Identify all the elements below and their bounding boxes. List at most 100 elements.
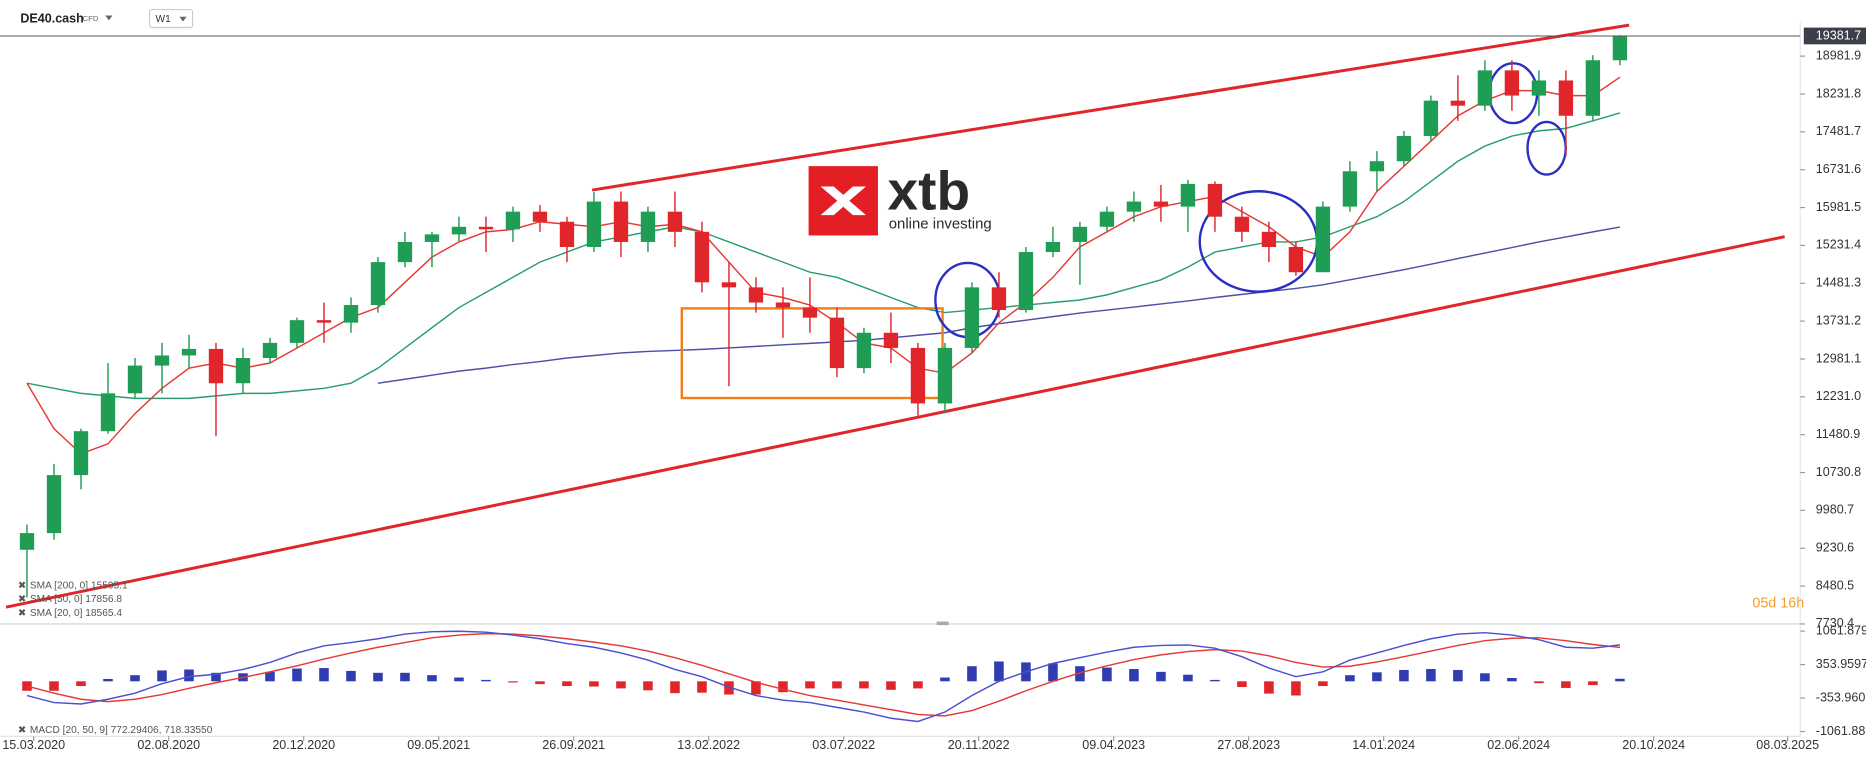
histogram-bar (1507, 678, 1517, 682)
histogram-bar (967, 666, 977, 682)
candle-body (613, 201, 629, 242)
candle-body (1315, 206, 1331, 273)
histogram-bar (1291, 681, 1301, 696)
histogram-bar (1048, 663, 1058, 682)
legend-icon: ✖ (18, 725, 27, 736)
histogram-bar (751, 681, 761, 695)
histogram-bar (427, 675, 437, 682)
legend-label: SMA [50, 0] 17856.8 (30, 594, 122, 605)
histogram-bar (292, 668, 302, 682)
macd-legend: MACD [20, 50, 9] 772.29406, 718.33550 (30, 725, 213, 736)
x-tick-label: 15.03.2020 (2, 738, 65, 752)
candle-body (532, 211, 548, 222)
instrument-type: CFD (83, 14, 99, 23)
candle-body (1153, 201, 1169, 207)
candle-body (694, 231, 710, 283)
y-tick-label: 1061.879 (1816, 623, 1866, 637)
x-tick-label: 20.10.2024 (1622, 738, 1685, 752)
y-tick-label: -353.960 (1816, 690, 1866, 704)
candle-body (100, 393, 116, 432)
candle-body (1585, 60, 1601, 116)
symbol[interactable]: DE40.cash (20, 11, 84, 25)
candle-body (73, 431, 89, 476)
histogram-bar (1210, 679, 1220, 682)
pane-handle[interactable] (936, 621, 949, 626)
candle-body (208, 348, 224, 384)
x-tick-label: 20.12.2020 (272, 738, 335, 752)
logo: xtb online investing (808, 159, 992, 236)
histogram-bar (1156, 671, 1166, 682)
candle-body (856, 332, 872, 369)
histogram-bar (481, 679, 491, 682)
histogram-bar (184, 669, 194, 682)
y-tick-label: 13731.2 (1816, 313, 1861, 327)
y-tick-label: 7730.4 (1816, 616, 1854, 630)
indicator-line (26, 76, 1621, 455)
candle-body (1531, 80, 1547, 96)
histogram-bar (49, 681, 59, 691)
y-tick-label: 15981.5 (1816, 200, 1861, 214)
histogram-bar (1534, 681, 1544, 684)
plot-layer (26, 76, 1621, 455)
histogram-bar (913, 681, 923, 689)
candle-body (1369, 161, 1385, 172)
candle-body (1018, 252, 1034, 311)
y-tick-label: 9980.7 (1816, 503, 1854, 517)
histogram-bar (859, 681, 869, 689)
histogram-bar (346, 670, 356, 682)
legend-icon: ✖ (18, 594, 27, 605)
x-tick-label: 08.03.2025 (1756, 738, 1819, 752)
candle-body (1045, 241, 1061, 253)
candle-body (964, 287, 980, 348)
histogram-bar (1399, 669, 1409, 682)
histogram-bar (22, 681, 32, 691)
histogram-bar (886, 681, 896, 690)
candle-body (1072, 226, 1088, 242)
y-tick-label: 12981.1 (1816, 351, 1861, 365)
histogram-bar (994, 661, 1004, 682)
timeframe[interactable]: W1 (156, 14, 172, 25)
y-tick-label: 18231.8 (1816, 86, 1861, 100)
histogram-bar (373, 672, 383, 682)
candle-body (1126, 201, 1142, 212)
histogram-bar (1318, 681, 1328, 687)
candle-body (343, 305, 359, 323)
logo-brand: xtb (888, 159, 971, 221)
y-tick-label: 18981.9 (1816, 48, 1861, 62)
candle-body (829, 317, 845, 369)
histogram-bar (940, 677, 950, 682)
histogram-bar (1426, 669, 1436, 682)
histogram-bar (1588, 681, 1598, 686)
dropdown-arrow[interactable] (179, 16, 187, 22)
candle-body (289, 320, 305, 343)
x-tick-label: 27.08.2023 (1217, 738, 1280, 752)
dropdown-arrow[interactable] (105, 15, 113, 21)
y-tick-label: 8480.5 (1816, 578, 1854, 592)
y-tick-label: 17481.7 (1816, 124, 1861, 138)
histogram-bar (265, 671, 275, 682)
x-tick-label: 02.08.2020 (137, 738, 200, 752)
x-tick-label: 20.11.2022 (948, 738, 1010, 752)
candle-body (1180, 183, 1196, 207)
candle-body (721, 282, 737, 288)
candle-body (937, 347, 953, 404)
timeframe-select[interactable] (148, 8, 194, 29)
legend-label: SMA [20, 0] 18565.4 (30, 608, 122, 619)
indicator-line (26, 632, 1621, 717)
histogram-bar (1480, 673, 1490, 682)
histogram-bar (103, 678, 113, 682)
y-tick-label: 14481.3 (1816, 276, 1861, 290)
candle-body (775, 302, 791, 308)
legend-icon: ✖ (18, 580, 27, 591)
trend-line (591, 23, 1630, 192)
histogram-bar (400, 672, 410, 682)
candle-body (883, 332, 899, 348)
candle-body (586, 201, 602, 247)
candle-body (1477, 70, 1493, 106)
legend-label: SMA [200, 0] 15595.1 (30, 580, 128, 591)
candle-body (181, 348, 197, 356)
candle-body (1504, 70, 1520, 96)
histogram-bar (724, 681, 734, 695)
candle-body (991, 287, 1007, 311)
current-price-box (1803, 27, 1866, 45)
